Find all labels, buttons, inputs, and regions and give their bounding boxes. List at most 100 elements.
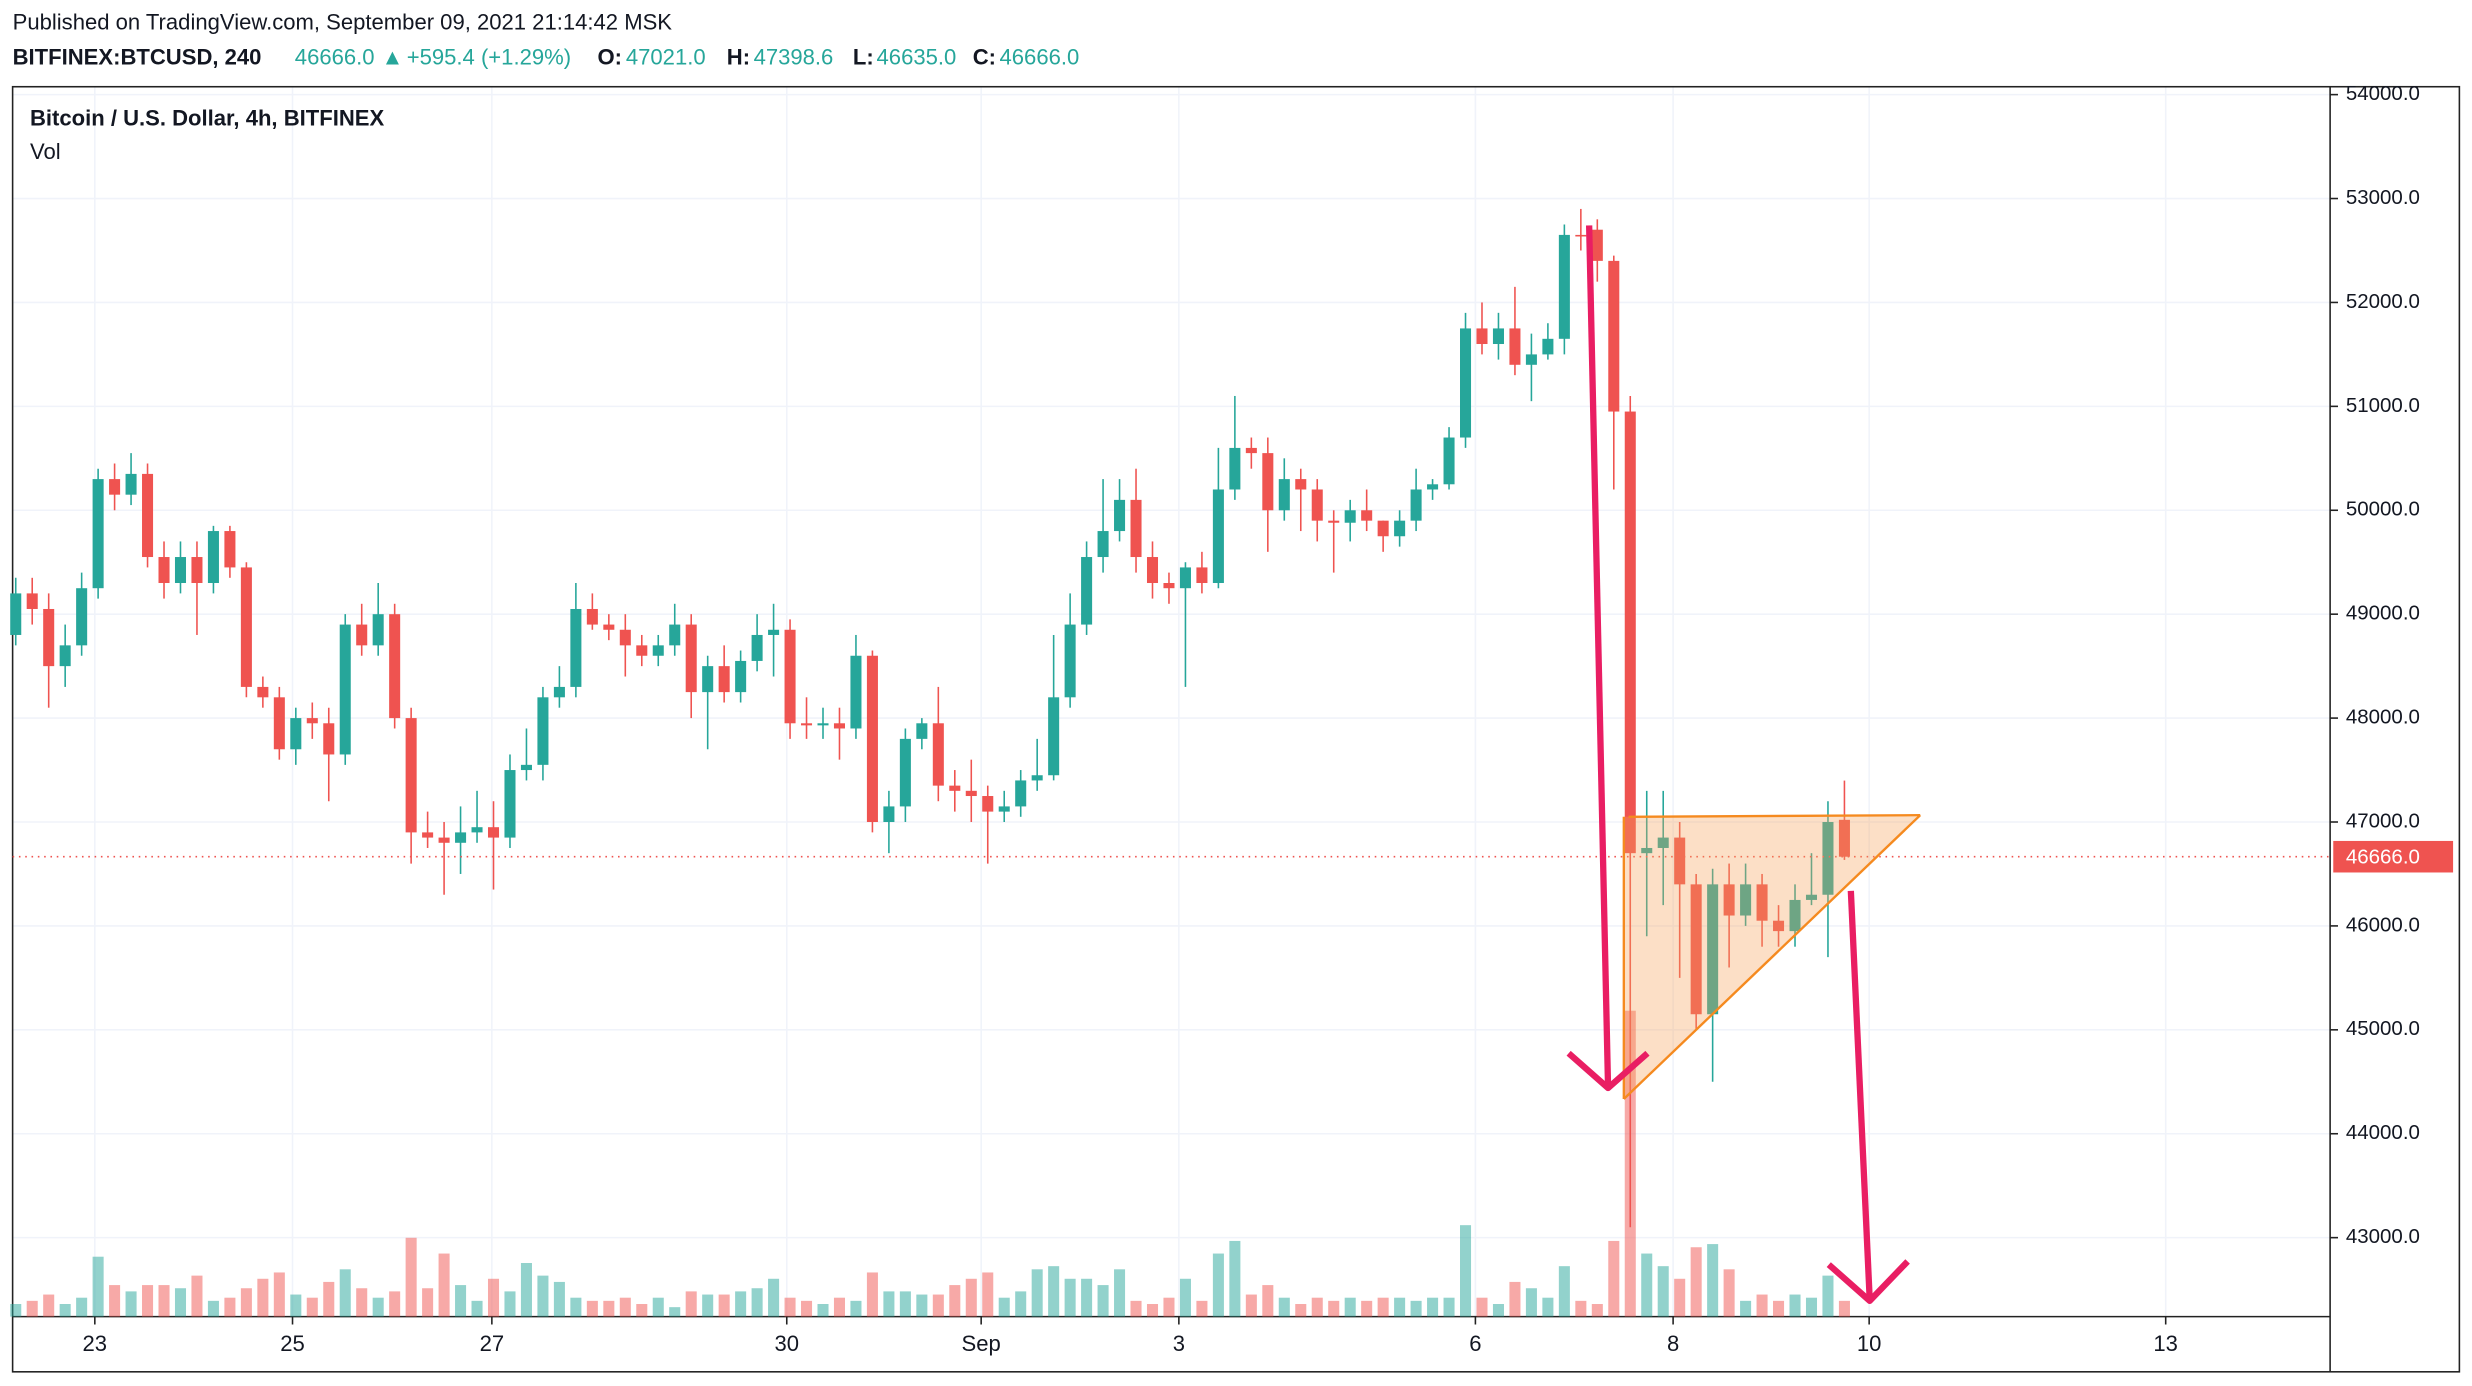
- volume-bar: [1773, 1300, 1785, 1317]
- volume-bar: [1196, 1300, 1208, 1317]
- y-tick-label: 54000.0: [2346, 82, 2420, 105]
- volume-bar: [1509, 1281, 1521, 1317]
- x-tick-label: 6: [1469, 1331, 1481, 1356]
- arrow-1: [1585, 225, 1612, 1089]
- x-tick-label: 13: [2153, 1331, 2178, 1356]
- grid: [12, 86, 2331, 1317]
- candle-body: [455, 832, 467, 843]
- candle-body: [801, 723, 813, 726]
- candle-body: [784, 629, 796, 724]
- volume-bar: [471, 1300, 483, 1317]
- volume-bar: [702, 1294, 714, 1317]
- candle-body: [10, 593, 22, 635]
- volume-bar: [1097, 1285, 1109, 1317]
- volume-bar: [833, 1297, 845, 1317]
- candle-body: [570, 608, 582, 687]
- volume-bar: [109, 1285, 121, 1317]
- volume-bar: [207, 1300, 219, 1317]
- candle-body: [1295, 479, 1307, 490]
- candle-body: [619, 629, 631, 646]
- candle-body: [224, 531, 236, 568]
- candle-body: [1740, 884, 1752, 916]
- candle-body: [586, 608, 598, 625]
- volume-bar: [570, 1297, 582, 1317]
- volume-bar: [1707, 1244, 1719, 1317]
- volume-bar: [1591, 1304, 1603, 1317]
- candle-body: [290, 718, 302, 750]
- candle-body: [487, 827, 500, 838]
- candle-body: [1509, 328, 1521, 365]
- x-tick-label: 25: [280, 1331, 305, 1356]
- x-tick-label: 27: [480, 1331, 505, 1356]
- y-tick-label: 50000.0: [2346, 498, 2420, 521]
- volume-bar: [356, 1288, 368, 1317]
- volume-bar: [899, 1291, 911, 1317]
- volume-label: Vol: [30, 139, 61, 164]
- volume-bar: [422, 1288, 434, 1317]
- volume-bar: [751, 1288, 763, 1317]
- candle-body: [949, 785, 961, 791]
- candle-body: [751, 634, 763, 661]
- candle-body: [1328, 520, 1340, 523]
- candle-body: [833, 723, 845, 729]
- volume-bar: [1542, 1297, 1554, 1317]
- volume-bar: [1690, 1247, 1702, 1317]
- volume-bar: [1048, 1266, 1060, 1317]
- candle-body: [1114, 499, 1126, 532]
- triangle-top: [1628, 814, 1921, 818]
- volume-bar: [1146, 1304, 1159, 1317]
- triangle-bottom: [1623, 814, 1922, 1100]
- candle-body: [1048, 697, 1060, 776]
- candle-body: [1081, 557, 1093, 625]
- candle-body: [1558, 234, 1570, 339]
- volume-bar: [1114, 1269, 1126, 1317]
- candle-body: [1427, 484, 1439, 490]
- candle-body: [718, 666, 730, 693]
- candle-body: [669, 624, 681, 646]
- volume-bar: [76, 1297, 88, 1317]
- volume-bar: [240, 1288, 252, 1317]
- x-tick-label: 8: [1667, 1331, 1679, 1356]
- volume-bar: [10, 1304, 22, 1317]
- c: 46666.0: [1000, 44, 1080, 69]
- volume-bar: [1179, 1278, 1191, 1317]
- h-label: H:: [727, 44, 750, 69]
- volume-bar: [1657, 1266, 1669, 1317]
- y-tick-label: 45000.0: [2346, 1017, 2420, 1040]
- candle-body: [174, 557, 187, 584]
- volume-bar: [998, 1297, 1010, 1317]
- volume-bar: [1328, 1300, 1340, 1317]
- candle-body: [1690, 884, 1702, 1015]
- volume-bar: [1212, 1253, 1224, 1317]
- volume-bar: [850, 1300, 862, 1317]
- candle-body: [1641, 847, 1653, 854]
- candle-body: [1542, 338, 1554, 355]
- candle-body: [652, 645, 664, 656]
- candle-body: [1361, 510, 1373, 521]
- volume-bar: [1229, 1240, 1241, 1317]
- volume-bar: [1575, 1300, 1587, 1317]
- candle-body: [1476, 328, 1488, 345]
- published: Published on TradingView.com, September …: [13, 9, 673, 34]
- volume-bar: [718, 1294, 730, 1317]
- volume-bar: [1163, 1297, 1175, 1317]
- candle-body: [1608, 260, 1620, 412]
- volume-bar: [1295, 1304, 1307, 1317]
- candle-body: [191, 557, 203, 584]
- candle-body: [537, 697, 549, 765]
- last-price-box: [2333, 840, 2454, 873]
- candle-body: [1245, 447, 1257, 454]
- candle-body: [356, 624, 368, 646]
- volume-bar: [1427, 1297, 1439, 1317]
- volume-bar: [1674, 1278, 1686, 1317]
- volume-bar: [504, 1291, 516, 1317]
- volume-bar: [669, 1307, 681, 1317]
- volume-bar: [1789, 1294, 1801, 1317]
- candle-body: [1262, 453, 1274, 511]
- candle-body: [1443, 437, 1455, 485]
- o-label: O:: [598, 44, 623, 69]
- candle-body: [1344, 510, 1356, 523]
- x-tick-label: 30: [774, 1331, 799, 1356]
- candle-body: [1212, 489, 1224, 584]
